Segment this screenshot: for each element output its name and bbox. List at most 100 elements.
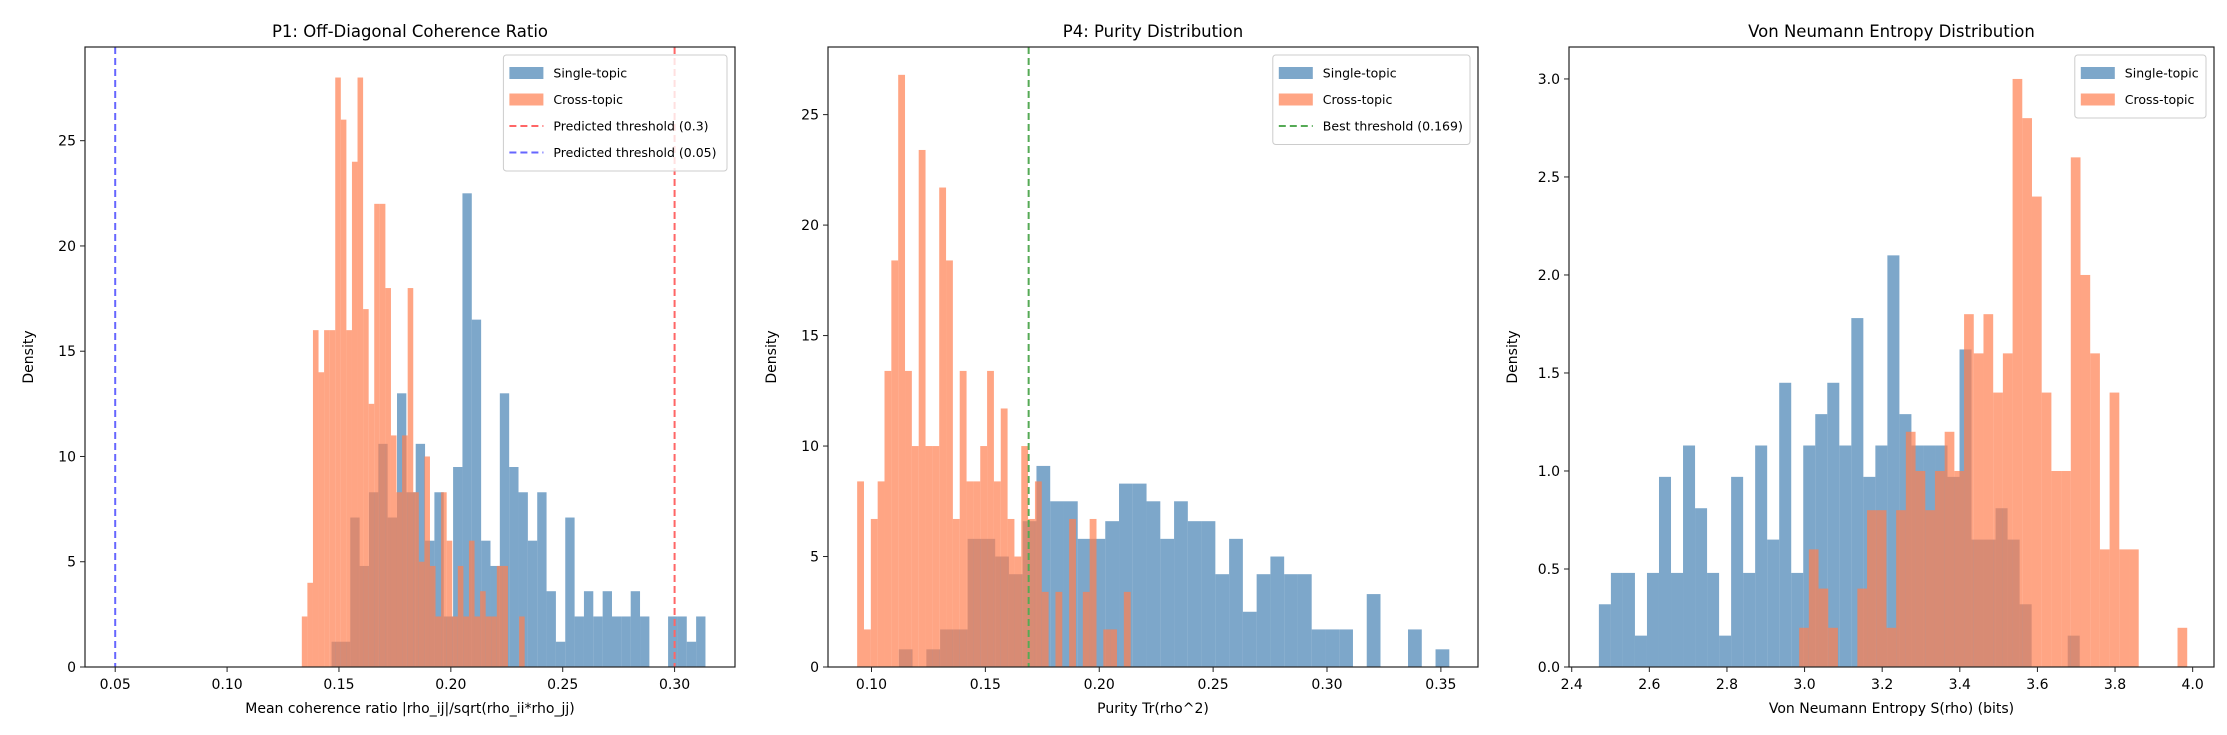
histogram-bar	[973, 481, 981, 667]
y-tick-label: 20	[801, 218, 819, 234]
histogram-bar	[1132, 483, 1147, 667]
histogram-bar	[312, 330, 319, 667]
histogram-bar	[329, 330, 336, 667]
histogram-bar	[1082, 591, 1090, 667]
histogram-bar	[2177, 627, 2188, 667]
histogram-bar	[918, 149, 926, 667]
y-tick-label: 2.5	[1538, 170, 1560, 186]
histogram-bar	[346, 330, 352, 667]
histogram-bar	[2109, 392, 2120, 667]
histogram-bar	[884, 370, 892, 667]
histogram-bar	[574, 616, 584, 667]
histogram-bar	[1808, 549, 1819, 667]
histogram-bar	[1069, 518, 1076, 667]
legend-label: Single-topic	[2125, 66, 2199, 81]
histogram-bar	[898, 74, 906, 668]
x-tick-label: 4.0	[2182, 677, 2204, 693]
histogram-bar	[1201, 521, 1216, 667]
legend-label: Predicted threshold (0.05)	[553, 145, 716, 160]
histogram-bar	[993, 481, 1001, 667]
histogram-bar	[602, 591, 612, 667]
panel-3: 2.4 2.6 2.8 3.0 3.2 3.4 3.6 3.8 4.0 0.0 0.5 1.0 1.5 2…	[1505, 22, 2215, 717]
histogram-bar	[1954, 470, 1965, 667]
y-tick-label: 1.0	[1538, 464, 1560, 480]
histogram-bar	[463, 616, 469, 667]
histogram-bar	[1408, 629, 1422, 667]
y-tick-label: 0.5	[1538, 562, 1560, 578]
y-tick-label: 5	[810, 550, 819, 566]
histogram-bar	[2002, 353, 2013, 667]
x-tick-label: 0.25	[1198, 677, 1229, 693]
histogram-bar	[2031, 196, 2042, 667]
histogram-bar	[1021, 446, 1029, 667]
histogram-bar	[966, 481, 974, 667]
legend-label: Cross-topic	[1323, 92, 1393, 107]
y-axis-label: Density	[764, 330, 780, 383]
x-tick-label: 2.6	[1638, 677, 1660, 693]
histogram-bar	[396, 492, 403, 667]
histogram-bar	[2061, 470, 2071, 667]
histogram-bar	[555, 641, 566, 667]
y-tick-label: 15	[801, 329, 819, 345]
histogram-bar	[946, 260, 953, 667]
y-axis-label: Density	[1505, 330, 1521, 383]
histogram-bar	[519, 616, 525, 667]
histogram-bar	[1007, 518, 1015, 667]
legend-label: Single-topic	[553, 66, 627, 81]
legend-label: Cross-topic	[2125, 92, 2195, 107]
legend-swatch	[509, 67, 544, 79]
legend-swatch	[2080, 93, 2115, 106]
y-tick-label: 10	[58, 449, 76, 465]
histogram-bar	[452, 616, 458, 667]
histogram-bar	[2041, 392, 2052, 667]
histogram-bar	[1089, 518, 1097, 667]
histogram-bar	[959, 370, 967, 667]
histogram-bar	[1934, 470, 1945, 667]
series-cross	[857, 74, 1131, 668]
y-tick-label: 25	[58, 134, 76, 150]
y-axis-label: Density	[21, 330, 37, 383]
histogram-bar	[357, 77, 364, 668]
histogram-bar	[481, 540, 491, 667]
histogram-bar	[686, 641, 697, 667]
histogram-bar	[374, 203, 380, 667]
axes-frame	[827, 46, 1479, 668]
histogram-bar	[1297, 574, 1312, 667]
histogram-bar	[980, 446, 988, 667]
x-tick-label: 3.0	[1793, 677, 1815, 693]
histogram-bar	[2022, 118, 2032, 667]
histogram-bar	[1983, 314, 1994, 667]
histogram-bar	[1839, 445, 1852, 667]
histogram-bar	[1658, 476, 1672, 667]
histogram-bar	[485, 616, 492, 667]
legend-swatch	[1278, 67, 1313, 79]
histogram-bar	[518, 492, 528, 667]
legend-label: Single-topic	[1323, 66, 1397, 81]
histogram-bar	[480, 591, 486, 667]
histogram-bar	[1215, 574, 1230, 667]
histogram-bar	[429, 565, 436, 667]
histogram-bar	[925, 446, 933, 667]
histogram-bar	[1915, 470, 1926, 667]
x-axis-label: Mean coherence ratio |rho_ij|/sqrt(rho_i…	[245, 701, 574, 717]
histogram-bar	[1028, 518, 1035, 667]
x-tick-label: 0.10	[211, 677, 242, 693]
histogram-bar	[1683, 445, 1696, 667]
histogram-bar	[2099, 549, 2110, 667]
histogram-bar	[2012, 78, 2023, 667]
legend: Single-topic Cross-topic Predicted thresho…	[502, 54, 728, 172]
histogram-bar	[863, 629, 871, 667]
histogram-bar	[1110, 629, 1118, 667]
legend-label: Cross-topic	[553, 92, 623, 107]
x-tick-label: 0.25	[547, 677, 578, 693]
histogram-bar	[499, 393, 510, 667]
histogram-bar	[1256, 574, 1271, 667]
x-tick-label: 3.2	[1871, 677, 1893, 693]
histogram-bar	[502, 565, 508, 667]
histogram-bar	[474, 616, 481, 667]
x-tick-label: 2.8	[1716, 677, 1738, 693]
histogram-bar	[1242, 611, 1257, 667]
histogram-bar	[1229, 538, 1243, 667]
y-tick-label: 0	[67, 660, 76, 676]
